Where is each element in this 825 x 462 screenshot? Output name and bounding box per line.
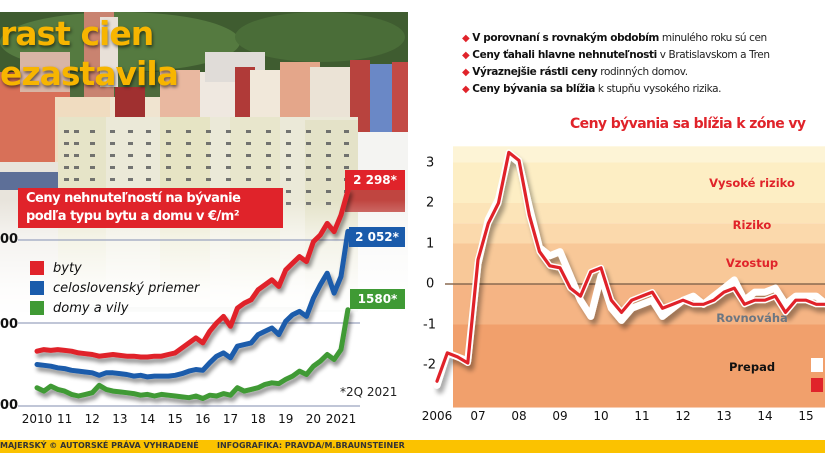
x-tick-label: 15: [798, 409, 814, 423]
price-line-chart: [18, 188, 360, 407]
footer-credit-infographic: INFOGRAFIKA: PRAVDA/M.BRAUNSTEINER: [217, 441, 405, 450]
footer-bar: MAJERSKÝ © AUTORSKÉ PRÁVA VYHRADENÉ INFO…: [0, 440, 825, 453]
y-tick-label-1500: 00: [0, 317, 19, 332]
x-tick-label: 11: [634, 409, 650, 423]
bullet-list: ◆ V porovnaní s rovnakým obdobím minulého…: [462, 30, 825, 98]
legend-swatch-white-series: [811, 358, 823, 372]
zone-label-riziko: Riziko: [732, 218, 772, 232]
risk-chart-title: Ceny bývania sa blížia k zóne vy: [570, 116, 806, 132]
x-tick-label: 13: [112, 412, 128, 426]
bullet-text: k stupňu vysokého rizika.: [594, 83, 722, 95]
diamond-icon: ◆: [462, 84, 470, 95]
legend-swatch-byty: [30, 261, 44, 275]
x-tick-label: 10: [593, 409, 609, 423]
y-tick-label: -1: [423, 317, 436, 332]
bullet-item: ◆ Výraznejšie rástli ceny rodinných domov…: [462, 64, 825, 81]
x-tick-label: 12: [675, 409, 691, 423]
x-tick-label: 17: [222, 412, 239, 426]
y-tick-label: 2: [426, 195, 435, 211]
bullet-item: ◆ V porovnaní s rovnakým obdobím minulého…: [462, 30, 825, 47]
x-tick-label: 2010: [21, 412, 53, 426]
left-chart-legend: byty celoslovenský priemer domy a vily: [30, 258, 199, 318]
diamond-icon: ◆: [462, 33, 470, 44]
x-tick-label: 2006: [421, 409, 453, 423]
headline-line-1: rast cien: [0, 14, 154, 53]
x-tick-label: 08: [511, 409, 527, 423]
x-tick-label: 16: [195, 412, 211, 426]
legend-item-byty: byty: [30, 258, 199, 278]
badge-priemer-value: 2 052*: [349, 227, 405, 247]
x-tick-label: 13: [716, 409, 732, 423]
zone-label-vysoké-riziko: Vysoké riziko: [709, 176, 795, 190]
x-tick-label: 18: [250, 412, 266, 426]
bullet-text: minulého roku sú cen: [658, 32, 767, 44]
zone-label-prepad: Prepad: [728, 360, 776, 374]
diamond-icon: ◆: [462, 67, 470, 78]
bullet-bold: V porovnaní s rovnakým obdobím: [472, 32, 659, 44]
zone-label-vzostup: Vzostup: [725, 256, 779, 270]
y-tick-label: -2: [423, 357, 436, 373]
x-tick-label: 15: [167, 412, 183, 426]
legend-label-byty: byty: [53, 260, 82, 276]
bullet-item: ◆ Ceny bývania sa blížia k stupňu vysokéh…: [462, 81, 825, 98]
bullet-text: rodinných domov.: [597, 66, 688, 78]
bullet-bold: Ceny bývania sa blížia: [472, 83, 595, 95]
windows-pattern: [64, 130, 349, 205]
legend-swatch-red-series: [811, 378, 823, 392]
badge-byty-value: 2 298*: [345, 170, 405, 190]
zone-band: [453, 146, 825, 163]
y-tick-label: 0: [426, 276, 435, 292]
chart-title-line-2: podľa typu bytu a domu v €/m²: [26, 209, 240, 224]
legend-item-priemer: celoslovenský priemer: [30, 278, 199, 298]
x-tick-label: 09: [552, 409, 568, 423]
zone-label-rovnováha: Rovnováha: [716, 311, 788, 325]
line-byty: [34, 188, 351, 360]
legend-swatch-domy: [30, 301, 44, 315]
legend-item-domy: domy a vily: [30, 298, 199, 318]
badge-domy-value: 1580*: [350, 289, 405, 309]
x-tick-label: 19: [278, 412, 294, 426]
bullet-item: ◆ Ceny ťahali hlavne nehnuteľnosti v Brat…: [462, 47, 825, 64]
x-tick-label: 14: [139, 412, 156, 426]
x-tick-label: 12: [84, 412, 100, 426]
chart-title-box: Ceny nehnuteľností na bývanie podľa typu…: [18, 188, 283, 228]
legend-label-priemer: celoslovenský priemer: [53, 280, 200, 296]
y-tick-label-2000: 00: [0, 232, 19, 247]
line-domy: [34, 307, 351, 401]
x-tick-label: 20: [305, 412, 321, 426]
headline: rast cien ezastavila: [0, 14, 179, 94]
y-tick-label: 3: [426, 155, 435, 170]
bullet-text: v Bratislavskom a Tren: [656, 49, 770, 61]
x-tick-label: 14: [757, 409, 773, 423]
bullet-bold: Výraznejšie rástli ceny: [472, 66, 598, 78]
chart-title-line-1: Ceny nehnuteľností na bývanie: [26, 191, 241, 206]
y-tick-label: 1: [426, 236, 435, 251]
x-tick-label: 11: [56, 412, 73, 426]
legend-swatch-priemer: [30, 281, 44, 295]
headline-line-2: ezastavila: [0, 54, 179, 93]
footer-credit-photo: MAJERSKÝ © AUTORSKÉ PRÁVA VYHRADENÉ: [0, 441, 199, 450]
bullet-bold: Ceny ťahali hlavne nehnuteľnosti: [472, 49, 657, 61]
x-tick-label: 2021: [325, 412, 357, 426]
footnote-2q-2021: *2Q 2021: [340, 385, 398, 399]
y-tick-label-1000: 00: [0, 398, 19, 413]
x-tick-label: 07: [470, 409, 486, 423]
diamond-icon: ◆: [462, 50, 470, 61]
line-priemer: [34, 228, 351, 380]
legend-label-domy: domy a vily: [53, 300, 129, 316]
